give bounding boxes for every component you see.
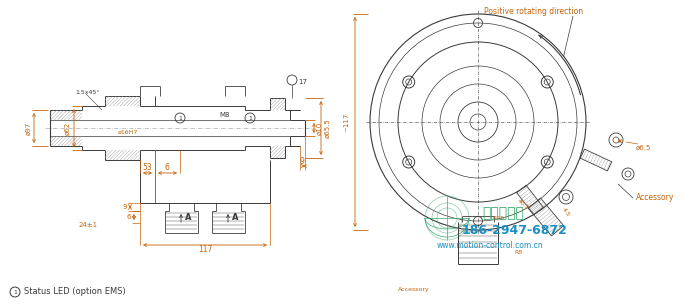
Text: 1.5x45°: 1.5x45°: [75, 89, 99, 95]
Text: R25: R25: [492, 216, 504, 221]
Text: 53: 53: [142, 163, 152, 173]
Text: 6: 6: [164, 163, 169, 173]
Text: 46.5: 46.5: [516, 198, 530, 210]
Text: 117: 117: [198, 246, 212, 254]
Text: ø65.5: ø65.5: [325, 118, 331, 138]
Text: 1: 1: [178, 116, 182, 120]
Text: 4.5: 4.5: [561, 206, 571, 217]
Text: ø6.5: ø6.5: [636, 145, 651, 151]
Text: Accessory: Accessory: [398, 288, 430, 292]
Text: ~117: ~117: [343, 112, 349, 132]
Text: 1: 1: [248, 116, 252, 120]
Text: Status LED (option EMS): Status LED (option EMS): [24, 288, 126, 296]
Text: A: A: [232, 213, 239, 221]
Text: 24±1: 24±1: [78, 222, 97, 228]
Text: ø16H7: ø16H7: [118, 130, 138, 135]
Text: ø10: ø10: [317, 121, 323, 135]
Text: A: A: [185, 213, 192, 221]
Text: Positive rotating direction: Positive rotating direction: [484, 8, 583, 16]
Text: 186-2947-6872: 186-2947-6872: [462, 224, 568, 236]
Text: R8: R8: [514, 249, 522, 254]
Text: ø62: ø62: [65, 121, 71, 135]
Text: 西安德伍拓: 西安德伍拓: [482, 206, 524, 220]
Text: 9: 9: [122, 204, 127, 210]
Text: 9: 9: [300, 156, 304, 166]
Text: www.motion-control.com.cn: www.motion-control.com.cn: [437, 241, 544, 249]
Text: 1: 1: [13, 289, 17, 295]
Text: ø97: ø97: [26, 121, 32, 135]
Text: 6: 6: [127, 214, 132, 220]
Text: Accessory: Accessory: [636, 193, 674, 203]
Text: M8: M8: [220, 112, 230, 118]
Text: 17: 17: [298, 79, 307, 85]
